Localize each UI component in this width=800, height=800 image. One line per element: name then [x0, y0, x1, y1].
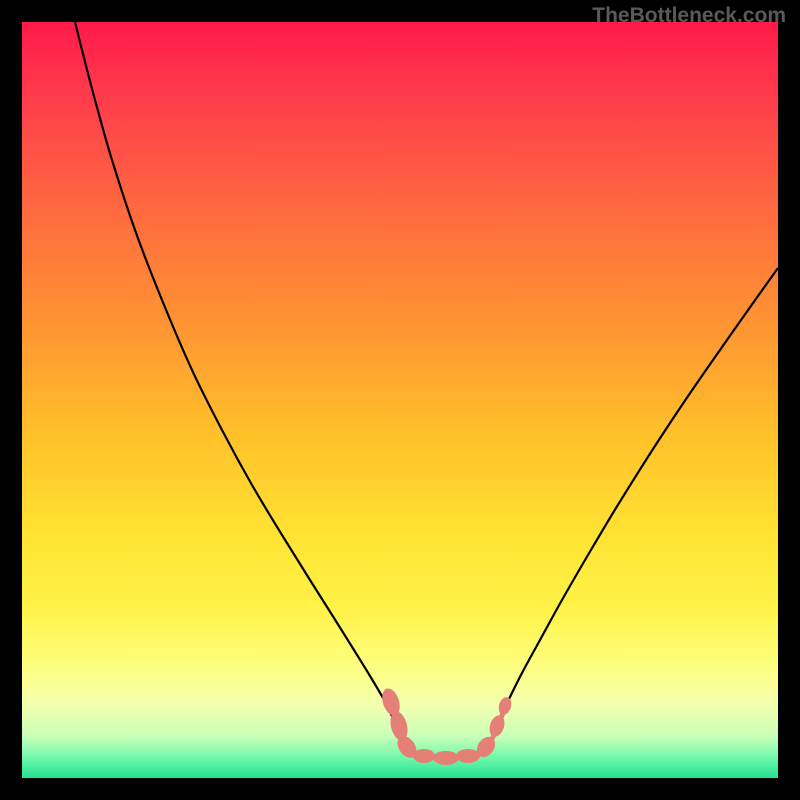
gradient-background — [22, 22, 778, 778]
bead — [433, 751, 459, 765]
bead — [413, 749, 435, 763]
chart-frame: TheBottleneck.com — [0, 0, 800, 800]
attribution-text: TheBottleneck.com — [592, 4, 786, 28]
bead — [456, 749, 480, 763]
frame-border-left — [0, 0, 22, 800]
frame-border-right — [778, 0, 800, 800]
frame-border-bottom — [0, 778, 800, 800]
bottleneck-curve-chart — [0, 0, 800, 800]
